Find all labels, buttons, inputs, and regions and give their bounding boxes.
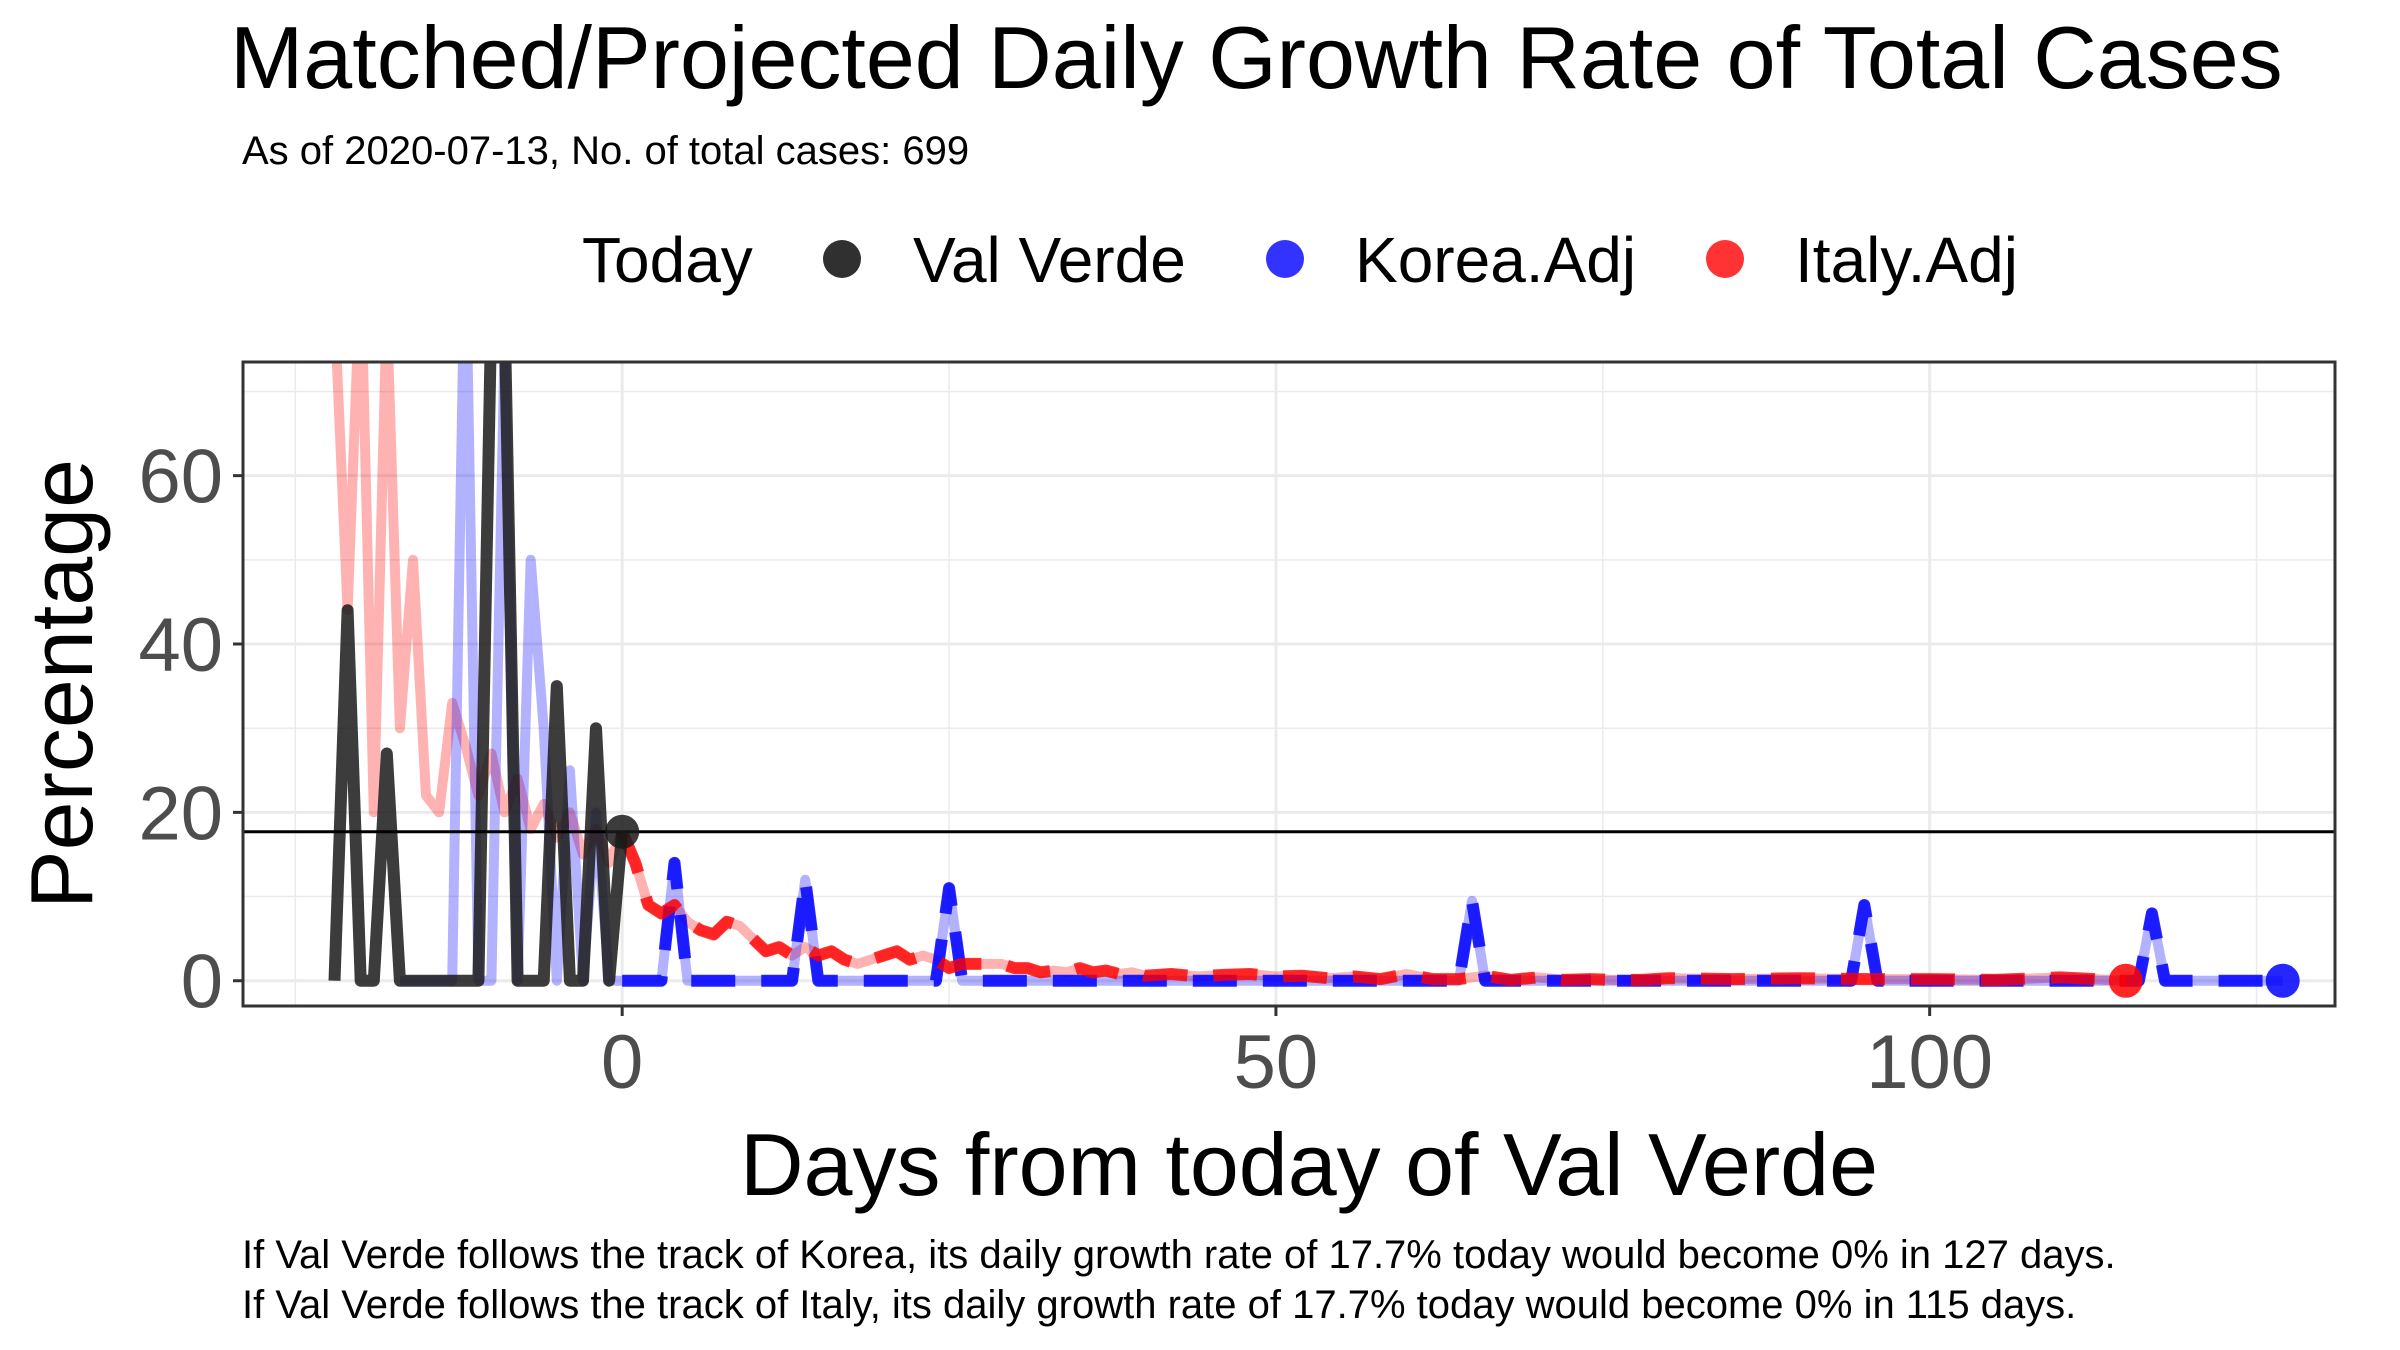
series-italy-projected-line	[616, 829, 2127, 987]
chart-title: Matched/Projected Daily Growth Rate of T…	[230, 8, 2283, 107]
x-tick-label: 0	[601, 1020, 643, 1105]
series-val-verde-line	[328, 362, 629, 987]
x-tick-label: 50	[1234, 1020, 1319, 1105]
today-point-italy-adj	[2108, 963, 2143, 998]
x-axis-title: Days from today of Val Verde	[740, 1115, 1878, 1214]
axis-ticks: 0 50 100 0 20 40 60	[138, 435, 1993, 1105]
legend-key-val-verde	[823, 240, 861, 278]
legend-label-italy: Italy.Adj	[1795, 224, 2018, 296]
chart-subtitle: As of 2020-07-13, No. of total cases: 69…	[242, 129, 969, 173]
series-korea-track-line	[622, 857, 2283, 986]
x-tick-label: 100	[1866, 1020, 1993, 1105]
chart-marks	[243, 362, 2335, 998]
y-tick-label: 40	[138, 603, 223, 688]
legend-title: Today	[582, 224, 753, 296]
legend-label-val-verde: Val Verde	[913, 224, 1186, 296]
y-tick-label: 20	[138, 771, 223, 856]
legend-key-italy	[1706, 240, 1744, 278]
caption-korea: If Val Verde follows the track of Korea,…	[242, 1233, 2116, 1277]
caption-italy: If Val Verde follows the track of Italy,…	[242, 1283, 2076, 1327]
y-tick-label: 0	[181, 940, 223, 1025]
legend: Today Val Verde Korea.Adj Italy.Adj	[582, 224, 2018, 296]
legend-label-korea: Korea.Adj	[1355, 224, 1636, 296]
plot-border	[241, 360, 2337, 1008]
legend-key-korea	[1266, 240, 1304, 278]
y-tick-label: 60	[138, 435, 223, 520]
today-point-korea-adj	[2265, 963, 2300, 998]
y-axis-title: Percentage	[12, 459, 111, 909]
today-point-val-verde	[605, 814, 640, 849]
